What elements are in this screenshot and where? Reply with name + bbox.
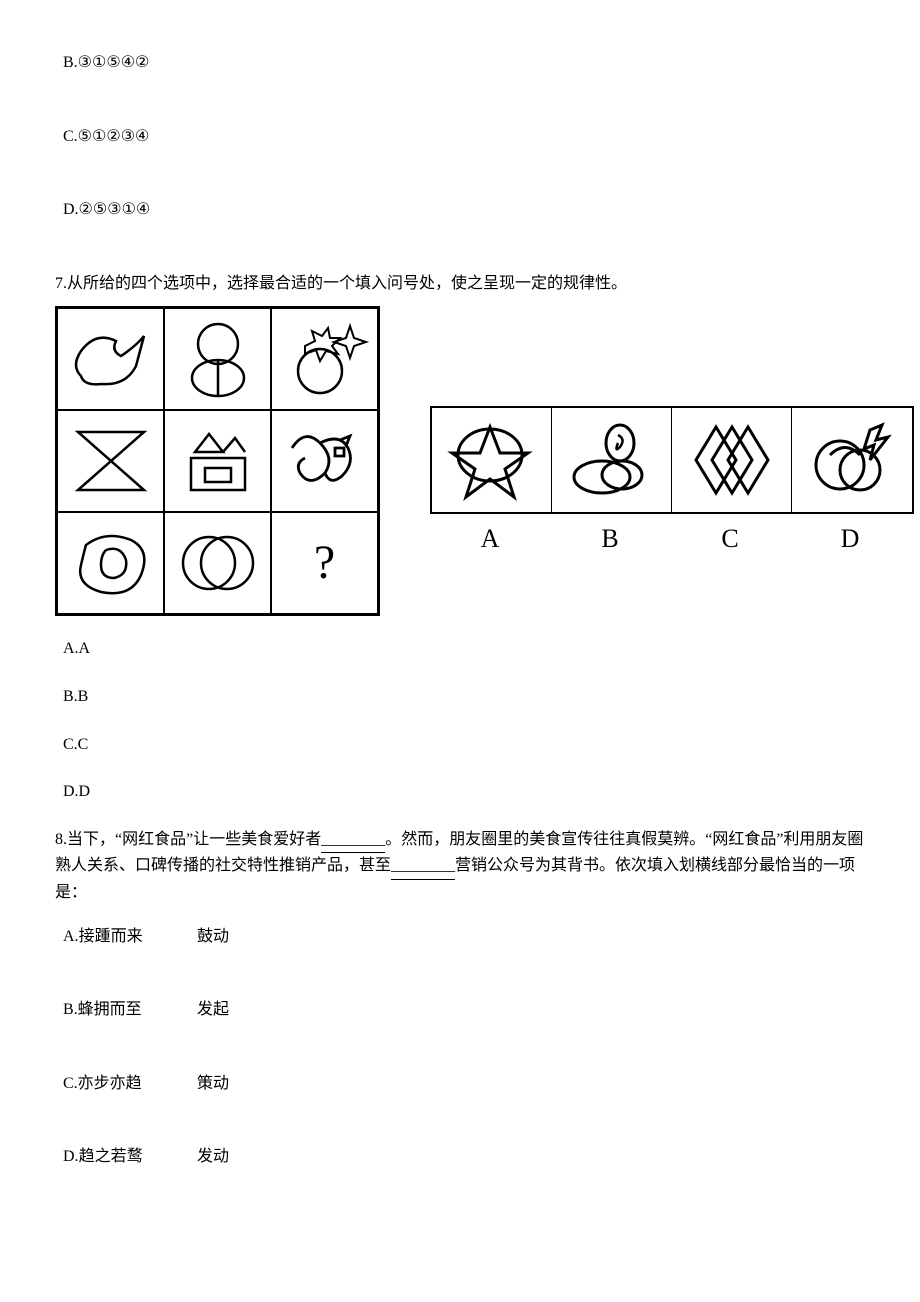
shape-hourglass [66,418,156,504]
q8-blank-2: ________ [391,853,455,880]
shape-ovals-swirl [560,415,664,505]
shape-diamonds [680,415,784,505]
grid-cell-1-3 [271,308,378,410]
q8-blank-1: ________ [321,827,385,854]
answer-label-b: B [550,518,670,560]
answer-label-c: C [670,518,790,560]
q7-options: A.A B.B C.C D.D [55,636,865,804]
q7-option-d[interactable]: D.D [63,779,865,805]
q8-a-letter: A. [63,928,79,945]
q8-stem-part1: 8.当下，“网红食品”让一些美食爱好者 [55,831,321,848]
q7-answer-labels: A B C D [430,518,914,560]
q8-options: A.接踵而来 鼓动 B.蜂拥而至 发起 C.亦步亦趋 策动 D.趋之若鹜 发动 [55,924,865,1170]
q7-answer-block: A B C D [430,406,914,560]
answer-cell-d[interactable] [792,408,912,512]
q7-option-b[interactable]: B.B [63,684,865,710]
grid-cell-2-1 [57,410,164,512]
q7-answer-cells [430,406,914,514]
q8-stem: 8.当下，“网红食品”让一些美食爱好者________。然而，朋友圈里的美食宣传… [55,827,865,906]
grid-cell-3-2 [164,512,271,614]
answer-label-a: A [430,518,550,560]
shape-swan [66,316,156,402]
shape-person [173,316,263,402]
q8-d-w1: 趋之若鹜 [79,1148,143,1165]
shape-house-triangles [173,418,263,504]
shape-blob [66,520,156,606]
q7-figures: ? [55,306,865,616]
q8-option-a[interactable]: A.接踵而来 鼓动 [63,924,865,950]
answer-label-d: D [790,518,910,560]
grid-cell-3-1 [57,512,164,614]
q8-d-letter: D. [63,1148,79,1165]
q7-option-a[interactable]: A.A [63,636,865,662]
shape-sun-sparkle [280,316,370,402]
q8-c-w2: 策动 [197,1075,229,1092]
q8-option-d[interactable]: D.趋之若鹜 发动 [63,1144,865,1170]
q8-c-letter: C. [63,1075,78,1092]
q6-options-remainder: B.③①⑤④② C.⑤①②③④ D.②⑤③①④ [55,50,865,223]
q7-grid: ? [55,306,380,616]
q8-b-w2: 发起 [197,1001,229,1018]
shape-venn [173,520,263,606]
question-mark-icon: ? [314,525,335,602]
grid-cell-1-2 [164,308,271,410]
answer-cell-b[interactable] [552,408,672,512]
grid-cell-2-3 [271,410,378,512]
q7-option-c[interactable]: C.C [63,732,865,758]
answer-cell-a[interactable] [432,408,552,512]
q6-option-b[interactable]: B.③①⑤④② [63,50,865,76]
shape-wave [280,418,370,504]
q8-b-letter: B. [63,1001,78,1018]
q8-option-b[interactable]: B.蜂拥而至 发起 [63,997,865,1023]
grid-cell-2-2 [164,410,271,512]
q6-option-d[interactable]: D.②⑤③①④ [63,197,865,223]
q8-option-c[interactable]: C.亦步亦趋 策动 [63,1071,865,1097]
q8-b-w1: 蜂拥而至 [78,1001,142,1018]
q8-d-w2: 发动 [197,1148,229,1165]
grid-cell-3-3: ? [271,512,378,614]
grid-cell-1-1 [57,308,164,410]
q8-a-w1: 接踵而来 [79,928,143,945]
answer-cell-c[interactable] [672,408,792,512]
q8-a-w2: 鼓动 [197,928,229,945]
q6-option-c[interactable]: C.⑤①②③④ [63,124,865,150]
shape-star-circle [440,415,544,505]
shape-circles-bolt [800,415,904,505]
q8-c-w1: 亦步亦趋 [78,1075,142,1092]
q7-stem: 7.从所给的四个选项中，选择最合适的一个填入问号处，使之呈现一定的规律性。 [55,271,865,297]
